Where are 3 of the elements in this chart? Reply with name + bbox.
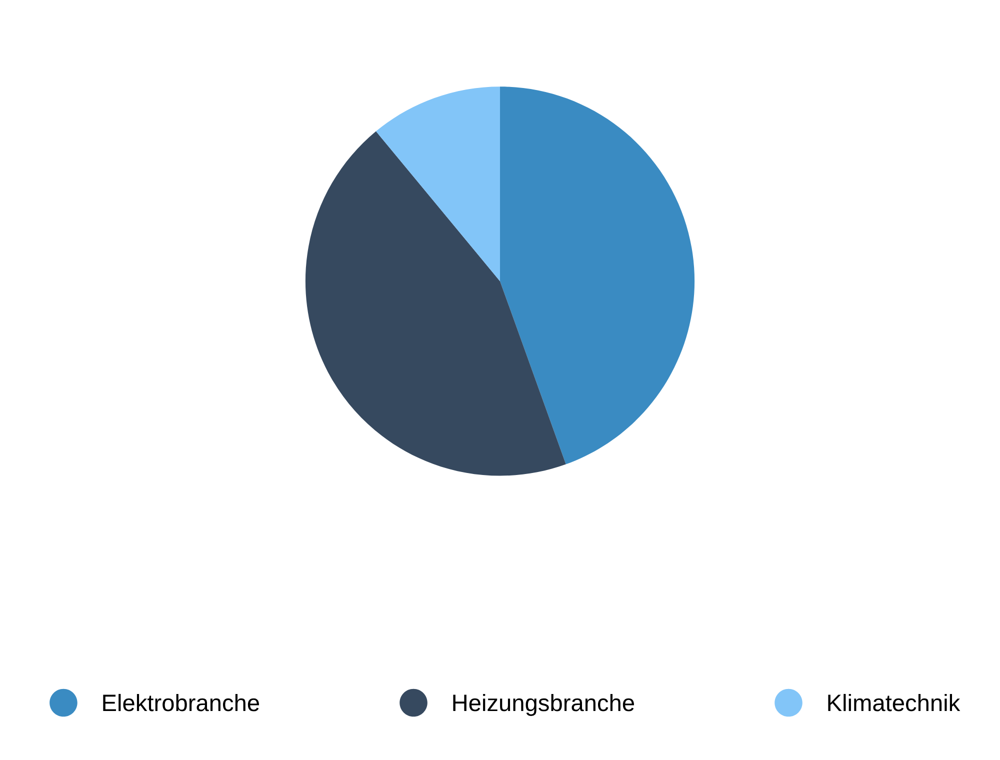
legend-label: Heizungsbranche xyxy=(453,694,634,716)
legend-label: Klimatechnik xyxy=(828,694,960,712)
legend-label: Elektrobranche xyxy=(103,694,260,712)
